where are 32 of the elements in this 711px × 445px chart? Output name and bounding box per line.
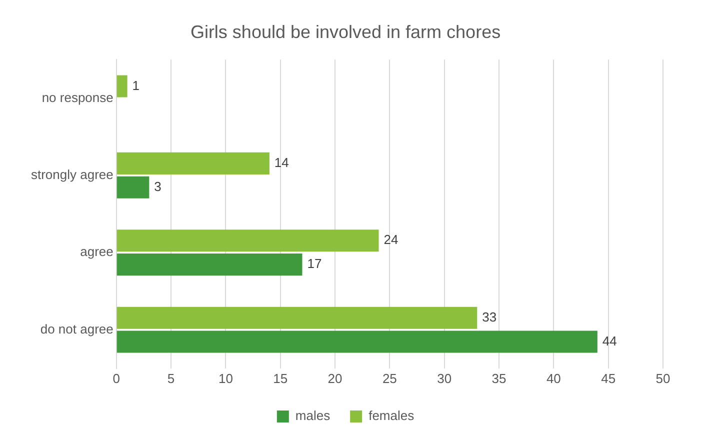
- bar: [116, 230, 379, 252]
- data-label: 17: [307, 256, 322, 272]
- data-label: 14: [274, 155, 289, 170]
- legend-label: females: [368, 408, 415, 424]
- data-label: 1: [132, 78, 140, 93]
- data-label: 24: [384, 232, 398, 248]
- y-tick-label: agree: [80, 244, 114, 260]
- data-label: 3: [154, 178, 162, 194]
- x-tick-label: 25: [382, 370, 397, 386]
- x-tick-label: 50: [656, 370, 670, 386]
- x-tick-label: 35: [492, 370, 506, 386]
- bar: [116, 330, 598, 353]
- y-tick-label: strongly agree: [30, 166, 114, 182]
- data-label: 33: [482, 309, 497, 324]
- bar: [116, 254, 302, 276]
- x-tick-label: 5: [167, 370, 175, 386]
- x-tick-label: 20: [328, 370, 342, 386]
- chart-title: Girls should be involved in farm chores: [190, 22, 501, 42]
- y-tick-label: no response: [42, 90, 114, 105]
- bar: [116, 306, 478, 329]
- y-tick-label: do not agree: [40, 321, 114, 336]
- x-tick-label: 40: [546, 370, 561, 386]
- bar: [116, 152, 270, 174]
- x-tick-label: 15: [273, 370, 288, 386]
- x-tick-label: 0: [112, 370, 120, 386]
- x-tick-label: 10: [218, 370, 233, 386]
- bar: [116, 75, 128, 98]
- legend-label: males: [295, 408, 331, 424]
- data-label: 44: [602, 333, 617, 348]
- x-tick-label: 30: [437, 370, 452, 386]
- bar: [116, 176, 150, 198]
- x-tick-label: 45: [601, 370, 616, 386]
